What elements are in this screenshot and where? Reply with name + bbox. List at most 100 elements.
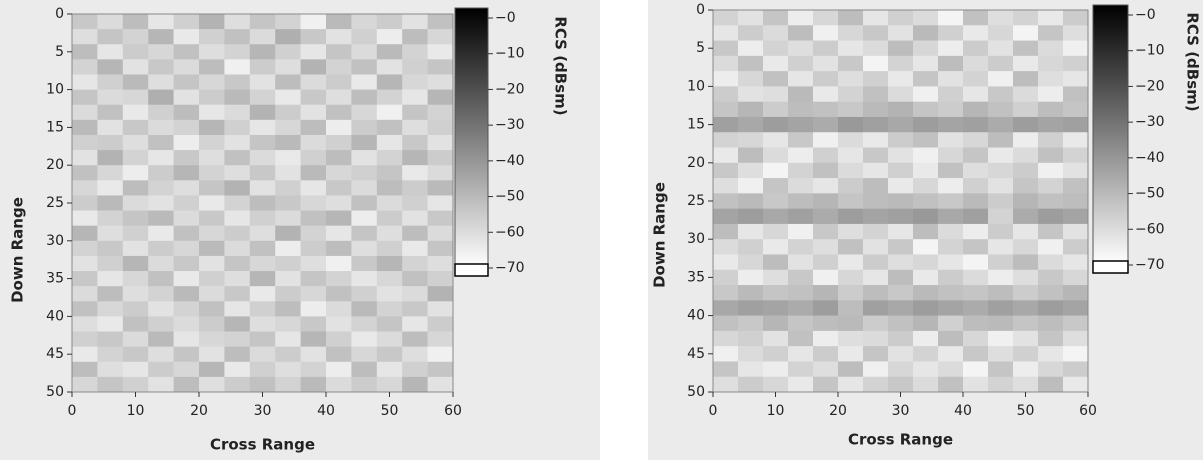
colorbar: [1092, 4, 1129, 266]
heatmap-cell: [326, 44, 352, 60]
heatmap-cell: [838, 193, 864, 209]
heatmap-cell: [326, 210, 352, 226]
heatmap-cell: [351, 89, 378, 106]
heatmap-cell: [249, 255, 276, 272]
heatmap-cell: [326, 240, 352, 257]
heatmap-cell: [1038, 40, 1064, 57]
heatmap-cell: [888, 162, 914, 179]
heatmap-cell: [788, 25, 814, 41]
heatmap-cell: [249, 134, 276, 151]
heatmap-cell: [963, 10, 989, 26]
y-tick-label: 40: [46, 308, 64, 324]
heatmap-cell: [738, 376, 764, 393]
heatmap-cell: [199, 14, 225, 30]
heatmap-cell: [199, 59, 225, 75]
heatmap-cell: [427, 59, 454, 75]
heatmap-cell: [1038, 223, 1064, 240]
heatmap-cell: [376, 180, 403, 196]
heatmap-cell: [963, 239, 989, 255]
x-tick-label: 0: [709, 403, 718, 419]
heatmap-cell: [813, 147, 839, 164]
heatmap-cell: [1013, 193, 1039, 209]
heatmap-cell: [838, 10, 864, 26]
heatmap-cell: [1063, 25, 1089, 41]
heatmap-cell: [427, 74, 454, 90]
heatmap-cell: [888, 376, 914, 393]
heatmap-cell: [738, 71, 764, 87]
heatmap-cell: [738, 330, 764, 347]
heatmap-cell: [813, 25, 839, 41]
heatmap-cell: [427, 225, 454, 242]
heatmap-cell: [838, 376, 864, 393]
heatmap-cell: [863, 132, 889, 148]
heatmap-cell: [1063, 285, 1089, 301]
heatmap-cell: [1038, 269, 1064, 286]
heatmap-cell: [173, 210, 200, 226]
heatmap-cell: [300, 59, 327, 75]
heatmap-cell: [863, 178, 889, 194]
heatmap-cell: [763, 315, 789, 332]
heatmap-cell: [275, 150, 301, 166]
heatmap-cell: [1013, 346, 1039, 362]
heatmap-cell: [402, 59, 428, 75]
heatmap-cell: [427, 119, 454, 136]
heatmap-cell: [938, 25, 964, 41]
heatmap-cell: [788, 147, 814, 164]
heatmap-cell: [863, 269, 889, 286]
heatmap-cell: [738, 269, 764, 286]
heatmap-cell: [913, 132, 939, 148]
heatmap-cell: [938, 193, 964, 209]
heatmap-cell: [938, 269, 964, 286]
heatmap-cell: [300, 74, 327, 90]
heatmap-cell: [72, 255, 98, 272]
heatmap-cell: [1038, 254, 1064, 271]
heatmap-cell: [913, 147, 939, 164]
heatmap-cell: [97, 255, 124, 272]
colorbar-tick-label: −0: [1135, 7, 1156, 23]
heatmap-cell: [148, 119, 174, 136]
heatmap-cell: [938, 10, 964, 26]
heatmap-cell: [813, 178, 839, 194]
heatmap-cell: [199, 29, 225, 45]
heatmap-cell: [788, 239, 814, 255]
heatmap-cell: [713, 346, 739, 362]
heatmap-cell: [888, 86, 914, 102]
heatmap-cell: [1063, 193, 1089, 209]
heatmap-cell: [300, 89, 327, 106]
heatmap-cell: [72, 346, 98, 363]
heatmap-cell: [427, 331, 454, 347]
heatmap-cell: [963, 71, 989, 87]
heatmap-cell: [300, 225, 327, 242]
heatmap-cell: [938, 55, 964, 72]
heatmap-cell: [249, 14, 276, 30]
heatmap-cell: [963, 55, 989, 72]
y-tick-label: 0: [55, 6, 64, 22]
heatmap-cell: [938, 223, 964, 240]
heatmap-cell: [888, 55, 914, 72]
heatmap-cell: [148, 44, 174, 60]
heatmap-cell: [224, 119, 251, 136]
heatmap-cell: [988, 254, 1014, 271]
heatmap-cell: [199, 255, 225, 272]
heatmap-cell: [199, 195, 225, 211]
heatmap-cell: [838, 86, 864, 102]
heatmap-cell: [275, 119, 301, 136]
heatmap-cell: [813, 116, 839, 133]
heatmap-cell: [224, 29, 251, 45]
heatmap-cell: [402, 361, 428, 378]
heatmap-cell: [224, 89, 251, 106]
heatmap-cell: [402, 44, 428, 60]
heatmap-cell: [988, 10, 1014, 26]
heatmap-cell: [838, 300, 864, 316]
heatmap-cell: [224, 361, 251, 378]
heatmap-cell: [249, 74, 276, 90]
heatmap-cell: [1038, 300, 1064, 316]
heatmap-cell: [275, 44, 301, 60]
heatmap-cell: [963, 254, 989, 271]
heatmap-cell: [963, 285, 989, 301]
heatmap-cell: [938, 254, 964, 271]
heatmap-cell: [173, 195, 200, 211]
heatmap-cell: [427, 44, 454, 60]
heatmap-cell: [351, 119, 378, 136]
heatmap-cell: [199, 104, 225, 121]
